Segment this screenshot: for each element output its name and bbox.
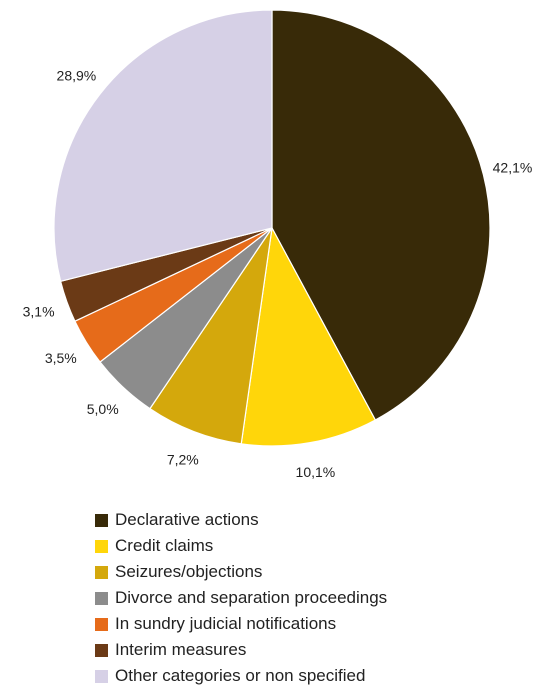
slice-data-label: 7,2% — [167, 451, 199, 467]
slice-data-label: 10,1% — [296, 464, 336, 480]
pie-slice — [53, 9, 273, 282]
legend-label: Other categories or non specified — [115, 666, 366, 685]
legend-item: In sundry judicial notifications — [95, 611, 387, 637]
pie-chart: 42,1% 10,1% 7,2% 5,0% 3,5% 3,1% 28,9% — [23, 9, 533, 480]
legend-swatch — [95, 539, 108, 553]
legend-swatch — [95, 591, 108, 605]
slice-data-label: 3,1% — [23, 304, 55, 320]
legend-swatch — [95, 513, 108, 527]
legend-label: Divorce and separation proceedings — [115, 588, 388, 607]
legend-label: Credit claims — [115, 536, 214, 555]
legend-swatch — [95, 669, 108, 683]
slice-data-label: 3,5% — [45, 350, 77, 366]
legend-label: Declarative actions — [115, 510, 259, 529]
legend-item: Divorce and separation proceedings — [95, 585, 387, 611]
slice-data-label: 42,1% — [493, 159, 533, 175]
legend-swatch — [95, 643, 108, 657]
pie-slice — [271, 9, 491, 421]
legend-item: Interim measures — [95, 637, 387, 663]
legend-label: In sundry judicial notifications — [115, 614, 337, 633]
legend-item: Other categories or non specified — [95, 663, 387, 689]
legend-item: Seizures/objections — [95, 559, 387, 585]
slice-data-label: 5,0% — [87, 401, 119, 417]
legend-item: Credit claims — [95, 533, 387, 559]
legend-swatch — [95, 565, 108, 579]
pie-slice — [240, 226, 377, 447]
legend-label: Interim measures — [115, 640, 247, 659]
slice-data-label: 28,9% — [57, 68, 97, 84]
legend-item: Declarative actions — [95, 507, 387, 533]
legend-label: Seizures/objections — [115, 562, 263, 581]
legend-swatch — [95, 617, 108, 631]
pie-slice — [149, 227, 273, 445]
chart-legend: Declarative actions Credit claims Seizures… — [95, 507, 387, 689]
